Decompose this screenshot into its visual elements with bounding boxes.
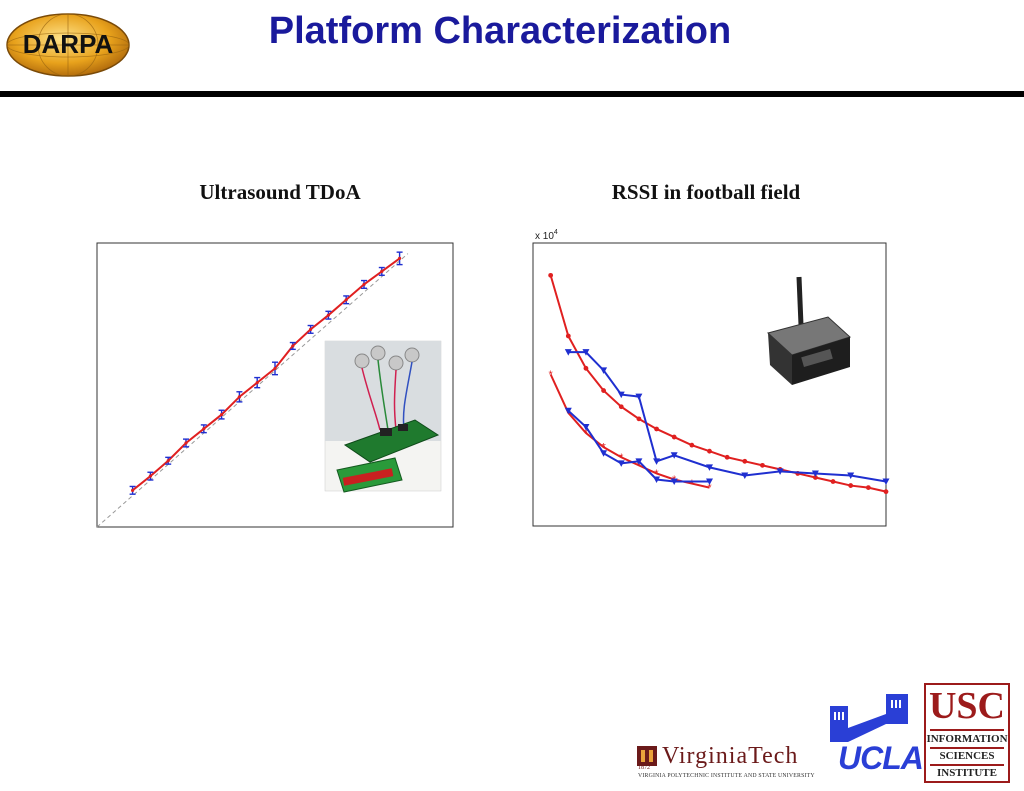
tdoa-data-point (273, 366, 277, 371)
rssi-y-multiplier-exponent: 4 (554, 229, 558, 236)
rssi-data-point (724, 454, 730, 460)
usc-rule-3 (930, 764, 1004, 766)
rssi-data-point (741, 472, 749, 479)
rssi-data-point (600, 450, 608, 457)
rssi-data-point (742, 458, 748, 464)
tdoa-data-point (148, 474, 152, 478)
rssi-series-line (549, 275, 887, 493)
rssi-series-line (567, 410, 710, 483)
rssi-data-point (583, 365, 589, 371)
tdoa-data-point (237, 395, 241, 399)
usc-logo-text: USC (928, 685, 1006, 727)
rssi-data-point (618, 404, 624, 410)
tdoa-data-point (202, 427, 206, 431)
tdoa-data-point (398, 256, 402, 260)
rssi-data-point (653, 476, 661, 484)
usc-rule-1 (930, 729, 1004, 731)
rssi-data-point (654, 426, 659, 432)
tdoa-chart (96, 242, 454, 528)
tdoa-data-point (291, 344, 295, 348)
darpa-logo: DARPA (4, 12, 132, 78)
rssi-data-point: * (584, 428, 589, 440)
rssi-data-point (635, 393, 643, 401)
rssi-data-point (689, 442, 695, 448)
rssi-data-point (653, 458, 661, 465)
rssi-data-point (776, 468, 784, 475)
rssi-data-point (706, 478, 713, 486)
rssi-data-point (617, 460, 625, 467)
rssi-data-point (706, 464, 713, 471)
rssi-data-point (707, 448, 712, 454)
rssi-data-point (830, 479, 836, 484)
virginia-tech-logo: 1872 VirginiaTech VIRGINIA POLYTECHNIC I… (636, 743, 816, 783)
usc-line-institute: INSTITUTE (937, 767, 997, 779)
rssi-data-point (848, 483, 854, 488)
rssi-data-point (635, 458, 643, 465)
wireless-mote-photo (766, 276, 851, 385)
rssi-data-point: * (637, 460, 642, 472)
rssi-data-point (865, 485, 871, 490)
tdoa-data-point (362, 282, 366, 287)
slide-title: Platform Characterization (268, 10, 732, 52)
darpa-globe-icon (6, 13, 130, 77)
title-divider (0, 91, 1024, 97)
rssi-data-point: * (601, 442, 606, 454)
rssi-data-point (564, 407, 572, 415)
tdoa-data-point (326, 313, 330, 317)
tdoa-series-line (131, 257, 401, 492)
tdoa-data-point (166, 459, 170, 463)
tdoa-data-point (220, 412, 224, 417)
ucla-royce-hall-icon (830, 694, 908, 742)
rssi-y-multiplier: x 104 (535, 229, 558, 242)
tdoa-data-point (309, 327, 313, 331)
rssi-data-point (813, 475, 818, 480)
ucla-logo-text: UCLA (838, 740, 924, 776)
left-panel-heading: Ultrasound TDoA (199, 180, 361, 204)
ucla-logo: UCLA (828, 694, 924, 779)
rssi-data-point: * (690, 478, 695, 490)
rssi-data-point: * (654, 468, 659, 480)
rssi-data-point (670, 478, 678, 486)
rssi-data-point (671, 434, 677, 440)
tdoa-data-point (131, 488, 135, 492)
rssi-data-point (882, 478, 890, 486)
tdoa-data-point (184, 441, 188, 445)
rssi-data-point (582, 349, 590, 356)
tdoa-data-point (255, 381, 259, 385)
rssi-data-point: * (707, 482, 712, 494)
rssi-data-point: * (549, 369, 554, 381)
tdoa-fit-line (96, 253, 409, 528)
rssi-data-point (883, 489, 889, 495)
rssi-data-point (670, 452, 678, 459)
tdoa-data-point (344, 298, 348, 302)
rssi-data-point: * (619, 452, 624, 464)
rssi-data-point (760, 462, 765, 468)
rssi-data-point (601, 388, 606, 393)
rssi-data-point (548, 272, 554, 278)
rssi-data-point (847, 472, 855, 479)
virginia-tech-year: 1872 (638, 765, 650, 771)
rssi-data-point (564, 349, 572, 356)
usc-rule-2 (930, 747, 1004, 749)
rssi-chart: x 104 ********** (532, 229, 890, 527)
usc-isi-logo: USC INFORMATION SCIENCES INSTITUTE (924, 683, 1010, 783)
darpa-logo-text: DARPA (22, 29, 114, 59)
rssi-data-point (565, 333, 571, 339)
tdoa-data-point (380, 269, 384, 273)
right-panel-heading: RSSI in football field (611, 180, 801, 204)
virginia-tech-subtitle: VIRGINIA POLYTECHNIC INSTITUTE AND STATE… (638, 773, 815, 779)
virginia-tech-shield-icon (637, 746, 657, 766)
usc-line-sciences: SCIENCES (939, 750, 995, 762)
rssi-data-point (600, 367, 608, 374)
rssi-data-point (811, 470, 819, 477)
rssi-data-point (582, 423, 590, 431)
sensor-board-photo (324, 340, 442, 493)
rssi-data-point (617, 391, 625, 399)
virginia-tech-name: VirginiaTech (662, 743, 799, 769)
rssi-data-point (636, 416, 642, 422)
usc-line-information: INFORMATION (926, 733, 1008, 745)
